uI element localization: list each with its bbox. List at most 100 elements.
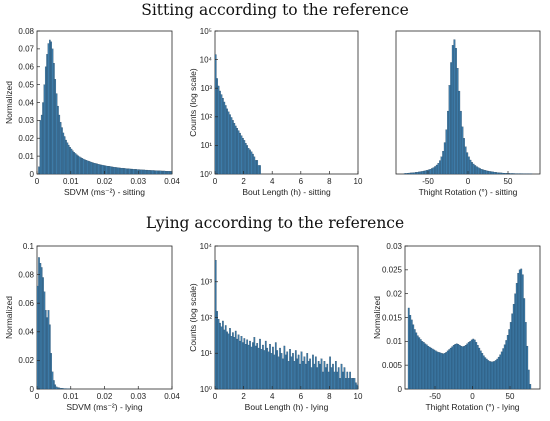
histogram-bar — [84, 159, 86, 175]
histogram-bar — [431, 168, 433, 175]
histogram-bar — [454, 344, 457, 390]
histogram-bar — [249, 149, 251, 175]
histogram-bar — [244, 343, 247, 390]
histogram-bar — [97, 164, 100, 175]
histogram-bar — [240, 135, 243, 175]
histogram-bar — [220, 326, 223, 390]
histogram-bar — [224, 105, 227, 175]
histogram-bar — [352, 378, 354, 390]
x-axis-label: Bout Length (h) - lying — [245, 402, 329, 412]
histogram-bar — [284, 354, 287, 390]
histogram-bar — [431, 348, 434, 390]
histogram-bar — [440, 353, 443, 390]
x-tick-label: 0.04 — [164, 177, 180, 186]
histogram-bar — [464, 146, 467, 175]
histogram-bar — [165, 171, 167, 175]
histogram-bar — [302, 361, 304, 390]
histogram-bar — [508, 329, 511, 390]
x-tick-label: 8 — [327, 392, 332, 401]
y-axis-label: Counts (log scale) — [188, 283, 198, 352]
histogram-bar — [53, 380, 55, 390]
histogram-bar — [270, 353, 273, 390]
histogram-bar — [252, 342, 254, 390]
histogram-bar — [459, 110, 462, 175]
histogram-bar — [320, 358, 323, 390]
histogram-bar — [474, 165, 477, 175]
histogram-bar — [515, 283, 518, 390]
histogram-bar — [214, 54, 217, 175]
histogram-bar — [297, 354, 300, 390]
histogram-bar — [498, 172, 501, 175]
histogram-bar — [162, 170, 165, 175]
histogram-bar — [529, 384, 532, 390]
histogram-bar — [90, 162, 93, 175]
histogram-bar — [450, 62, 453, 175]
y-tick-label: 0.04 — [18, 328, 34, 337]
histogram-bar — [36, 285, 39, 390]
histogram-bar — [167, 171, 170, 175]
histogram-bar — [243, 338, 246, 390]
histogram-bar — [282, 358, 284, 390]
y-tick-label: 0.03 — [18, 116, 34, 125]
histogram-bar — [38, 257, 40, 390]
y-tick-label: 0.025 — [382, 266, 403, 275]
histogram-bar — [526, 345, 529, 390]
histogram-bar — [418, 337, 421, 390]
histogram-bar — [276, 350, 279, 390]
histogram-bar — [475, 166, 478, 175]
histogram-bar — [343, 367, 346, 390]
histogram-bar — [488, 361, 491, 390]
histogram-bar — [119, 167, 121, 175]
histogram-bar — [290, 356, 293, 390]
y-tick-label: 10² — [200, 113, 212, 122]
histogram-bar — [469, 341, 472, 390]
histogram-bar — [296, 358, 299, 390]
histogram-bar — [437, 163, 440, 175]
histogram-bar — [264, 340, 267, 390]
histogram-bar — [58, 114, 61, 175]
histogram-bar — [273, 354, 276, 390]
histogram-bar — [236, 128, 239, 175]
histogram-bar — [323, 361, 326, 390]
histogram-bar — [232, 120, 234, 175]
histogram-bar — [405, 173, 408, 175]
histogram-bar — [345, 378, 347, 390]
histogram-bar — [316, 367, 319, 390]
histogram-bar — [503, 344, 506, 390]
histogram-bar — [475, 342, 478, 390]
histogram-bar — [217, 319, 220, 390]
histogram-bar — [254, 345, 257, 390]
histogram-bar — [233, 123, 236, 175]
histogram-bar — [260, 349, 263, 390]
histogram-bar — [312, 354, 314, 390]
histogram-bar — [47, 43, 50, 175]
x-tick-label: 0 — [213, 177, 218, 186]
histogram-bar — [410, 319, 413, 390]
y-tick-label: 0.01 — [386, 337, 402, 346]
histogram-bar — [219, 322, 221, 390]
histogram-bar — [82, 158, 85, 175]
histogram-bar — [216, 311, 218, 390]
histogram-bar — [442, 353, 445, 390]
histogram-bar — [257, 165, 260, 175]
histogram-bar — [223, 329, 226, 390]
histogram-bar — [55, 93, 58, 175]
histogram-bar — [330, 367, 333, 390]
histogram-bar — [497, 356, 500, 390]
histogram-bar — [151, 170, 154, 175]
histogram-bar — [482, 355, 485, 390]
histogram-bar — [236, 338, 239, 390]
histogram-bar — [491, 361, 494, 390]
x-tick-label: 50 — [506, 392, 515, 401]
histogram-bar — [101, 164, 104, 175]
panel-sdvm-lying: 0 0.01 0.02 0.03 0.04 0 0.02 0.04 0.06 0.08 0.1 SDV… — [4, 242, 180, 412]
x-tick-label: 2 — [241, 177, 246, 186]
histogram-bar — [299, 363, 301, 390]
histogram-bar — [336, 371, 339, 390]
histogram-bar — [455, 343, 458, 390]
histogram-bar — [50, 353, 52, 390]
histogram-bar — [304, 363, 307, 390]
histogram-bar — [61, 127, 63, 175]
histogram-bar — [423, 170, 425, 175]
